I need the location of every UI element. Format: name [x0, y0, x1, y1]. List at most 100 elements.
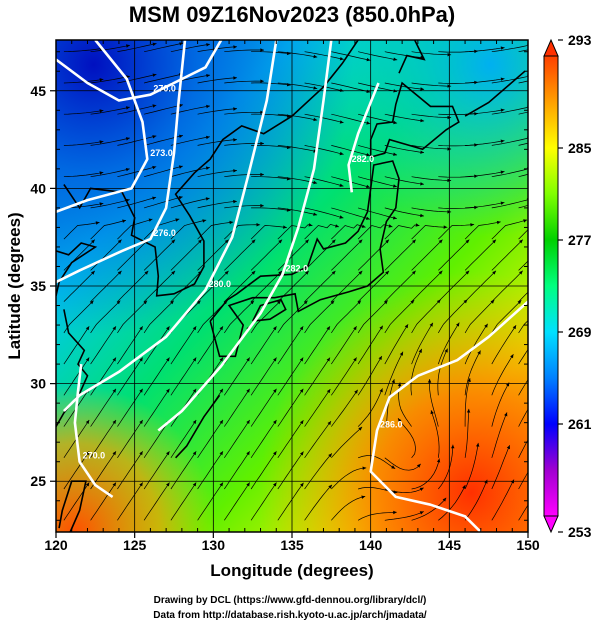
- colorbar-tick-label: 293: [568, 32, 592, 48]
- streamline-arrow: [260, 141, 264, 146]
- streamline-arrow: [152, 42, 157, 46]
- streamline-arrow: [139, 420, 143, 424]
- streamline-arrow: [300, 451, 304, 456]
- streamline-arrow: [476, 442, 480, 447]
- isotherm-label: 282.0: [352, 154, 375, 164]
- streamline: [491, 76, 528, 84]
- streamline: [518, 379, 528, 396]
- coastline: [209, 160, 400, 358]
- streamline: [358, 51, 398, 61]
- streamline: [518, 471, 528, 490]
- streamline: [197, 326, 224, 365]
- isotherm-line: [56, 40, 187, 284]
- streamline-arrow: [246, 420, 250, 424]
- streamline-arrow: [250, 300, 255, 305]
- credit-dcl: Drawing by DCL (https://www.gfd-dennou.o…: [154, 595, 427, 606]
- streamline-arrow: [398, 418, 402, 423]
- streamline-arrow: [331, 239, 336, 244]
- streamline-arrow: [429, 322, 433, 327]
- streamline: [411, 458, 440, 490]
- streamline: [384, 224, 420, 240]
- streamline: [117, 196, 157, 209]
- streamline-arrow: [260, 110, 264, 114]
- streamline: [170, 219, 207, 240]
- streamline-arrow: [303, 300, 308, 305]
- streamline: [277, 207, 318, 216]
- streamline-arrow: [152, 73, 157, 77]
- streamline: [411, 225, 448, 240]
- streamline: [304, 207, 344, 219]
- streamline-arrow: [393, 184, 397, 188]
- streamline: [170, 43, 211, 53]
- streamline-arrow: [539, 481, 542, 485]
- streamline-arrow: [484, 479, 488, 484]
- streamline-arrow: [85, 451, 90, 456]
- streamline-arrow: [192, 451, 197, 456]
- streamline-arrow: [166, 451, 170, 456]
- streamline-arrow: [391, 465, 396, 469]
- streamline-arrow: [260, 203, 264, 208]
- streamline-arrow: [465, 270, 470, 275]
- streamline: [357, 511, 397, 521]
- streamline-arrow: [416, 463, 421, 468]
- streamline: [465, 109, 505, 115]
- streamline-arrow: [492, 270, 496, 275]
- streamline: [464, 479, 488, 521]
- streamline-arrow: [506, 445, 510, 450]
- streamline: [397, 417, 416, 459]
- y-tick-label: 45: [30, 83, 46, 99]
- streamline: [304, 453, 333, 490]
- streamline: [384, 176, 425, 185]
- streamline-arrow: [438, 270, 443, 275]
- streamline: [63, 222, 100, 240]
- streamline: [411, 113, 452, 118]
- streamline-arrow: [206, 43, 210, 47]
- streamline-arrow: [451, 444, 455, 449]
- streamline-arrow: [192, 388, 197, 393]
- streamline: [117, 326, 143, 365]
- streamline: [429, 378, 439, 427]
- streamline: [170, 167, 210, 178]
- isotherm-line: [62, 40, 278, 412]
- streamline: [197, 200, 237, 209]
- streamline: [304, 51, 344, 60]
- streamline: [464, 378, 471, 427]
- streamline: [518, 229, 528, 240]
- streamline: [465, 202, 505, 209]
- isotherm-line: [157, 40, 333, 432]
- streamline: [384, 113, 425, 122]
- streamline: [464, 239, 497, 271]
- streamline-arrow: [112, 388, 116, 393]
- y-tick-label: 25: [30, 473, 46, 489]
- streamline-arrow: [358, 270, 363, 275]
- streamline: [250, 482, 277, 521]
- streamline: [384, 351, 404, 396]
- y-axis-ticks: 25 30 35 40 45: [30, 51, 528, 521]
- streamline-arrow: [260, 48, 264, 52]
- streamline: [437, 299, 468, 334]
- streamline: [518, 504, 528, 521]
- streamline: [491, 382, 510, 427]
- streamline-arrow: [313, 117, 318, 122]
- streamline: [143, 239, 176, 271]
- streamline-arrow: [273, 388, 277, 393]
- streamline-arrow: [393, 152, 397, 156]
- streamline: [90, 239, 122, 271]
- streamline-arrow: [339, 57, 344, 61]
- streamline-arrow: [538, 449, 541, 453]
- streamline: [304, 224, 340, 240]
- streamline-arrow: [99, 140, 104, 144]
- streamline-arrow: [415, 223, 420, 227]
- streamline: [491, 199, 528, 209]
- streamline: [197, 419, 224, 458]
- streamline-arrow: [273, 420, 277, 424]
- streamline: [384, 82, 425, 90]
- streamline: [357, 388, 383, 427]
- streamline: [143, 388, 170, 427]
- streamline-arrow: [117, 270, 122, 275]
- streamline: [63, 326, 90, 365]
- streamline-arrow: [500, 139, 505, 143]
- x-tick-label: 130: [202, 537, 226, 553]
- streamline-arrow: [273, 357, 277, 362]
- streamline-arrow: [366, 57, 371, 62]
